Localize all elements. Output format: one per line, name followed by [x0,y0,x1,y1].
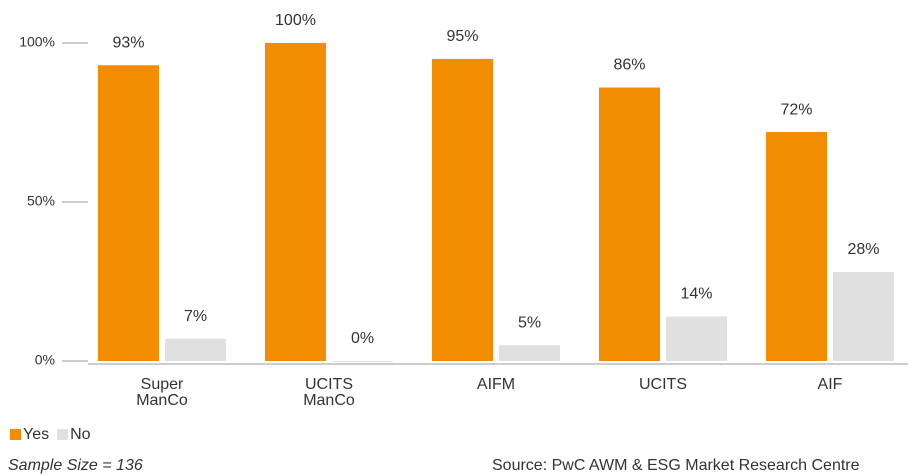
bar [165,338,226,361]
value-label: 5% [518,314,541,331]
bar [332,361,393,362]
legend-label: No [70,426,91,443]
y-tick-label: 50% [27,193,55,209]
value-label: 14% [680,286,712,303]
bar [666,316,727,361]
y-tick-label: 100% [19,34,55,50]
sample-size: Sample Size = 136 [8,457,143,474]
value-label: 0% [351,330,374,347]
x-tick-label: UCITS [639,376,687,393]
x-tick-label: UCITS ManCo [303,376,355,409]
y-tick-label: 0% [35,352,55,368]
x-tick-label: Super ManCo [136,376,188,409]
legend-swatch [57,429,69,440]
bar [432,58,493,362]
bar [98,65,159,361]
legend-swatch [10,429,21,440]
x-tick-line: UCITS [305,376,353,393]
x-tick-line: Super [141,376,184,393]
bar [833,271,894,361]
value-label: 28% [847,241,879,258]
x-tick-line: ManCo [303,392,355,409]
bar [599,87,660,362]
value-label: 93% [112,34,144,51]
source: Source: PwC AWM & ESG Market Research Ce… [492,457,860,474]
value-label: 95% [446,28,478,45]
bar [766,132,827,361]
legend-label: Yes [23,426,49,443]
bar [499,345,560,361]
value-label: 72% [780,101,812,118]
value-label: 7% [184,308,207,325]
value-label: 100% [275,12,316,29]
x-tick-label: AIF [818,376,843,393]
x-tick-label: AIFM [477,376,515,393]
value-label: 86% [613,57,645,74]
bar [265,43,326,361]
x-tick-line: ManCo [136,392,188,409]
